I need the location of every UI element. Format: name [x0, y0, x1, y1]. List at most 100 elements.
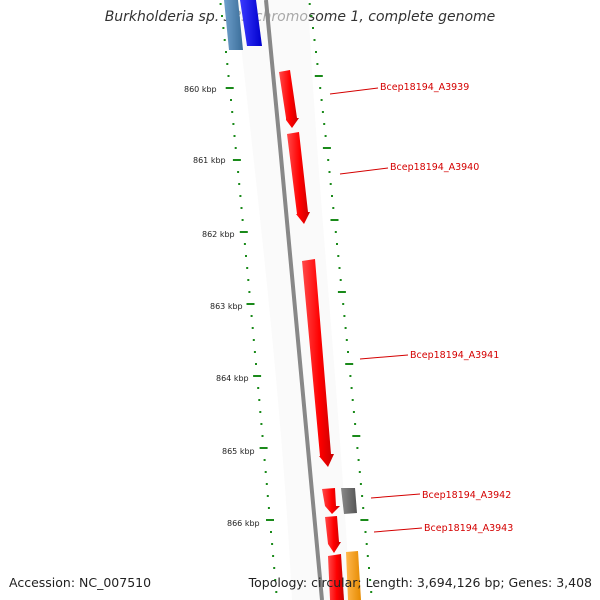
major-tick-mark: [352, 435, 361, 437]
minor-tick-dot: [366, 555, 369, 557]
minor-tick-dot: [321, 111, 324, 113]
minor-tick-dot: [315, 51, 317, 53]
gene-label-a3942: Bcep18194_A3942: [422, 490, 511, 501]
major-tick-mark: [239, 231, 248, 233]
minor-tick-dot: [329, 183, 332, 185]
minor-tick-dot: [274, 579, 277, 581]
gene-arrow-a3940: [287, 132, 310, 224]
gene-steelblue-top: [224, 0, 243, 50]
minor-tick-dot: [261, 435, 264, 437]
minor-tick-dot: [359, 483, 362, 485]
minor-tick-dot: [332, 207, 335, 209]
gene-arrow-a3941: [302, 259, 334, 467]
minor-tick-dot: [219, 3, 222, 5]
minor-tick-dot: [364, 531, 367, 533]
major-tick-mark: [345, 363, 354, 365]
minor-tick-dot: [349, 375, 352, 377]
minor-tick-dot: [320, 99, 323, 101]
minor-tick-dot: [344, 327, 347, 329]
minor-tick-dot: [336, 243, 338, 245]
minor-tick-dot: [308, 3, 311, 5]
tick-label-861: 861 kbp: [193, 156, 226, 165]
tick-group: 860 kbp 861 kbp 862 kbp 863 kbp 864 kbp …: [184, 85, 260, 528]
gene-orange-bottom: [346, 551, 361, 600]
minor-tick-dot: [253, 351, 256, 353]
minor-tick-dot: [247, 279, 250, 281]
minor-tick-dot: [368, 567, 370, 569]
minor-tick-dot: [347, 351, 349, 353]
accession-text: Accession: NC_007510: [9, 575, 152, 590]
minor-tick-dot: [266, 495, 269, 497]
major-tick-mark: [232, 159, 241, 161]
gene-blue-top: [240, 0, 262, 46]
minor-tick-dot: [370, 591, 373, 593]
minor-tick-dot: [358, 471, 361, 473]
minor-tick-dot: [271, 543, 274, 545]
minor-tick-dot: [351, 399, 354, 401]
major-tick-mark: [330, 219, 339, 221]
minor-tick-dot: [234, 147, 237, 149]
minor-tick-dot: [338, 267, 341, 269]
minor-tick-dot: [313, 39, 316, 41]
minor-tick-dot: [222, 27, 225, 29]
right-dotted-guide: [308, 3, 373, 593]
minor-tick-dot: [327, 159, 330, 161]
major-tick-mark: [225, 87, 234, 89]
minor-tick-dot: [319, 87, 322, 89]
tick-label-862: 862 kbp: [202, 230, 235, 239]
minor-tick-dot: [243, 243, 246, 245]
minor-tick-dot: [312, 27, 314, 29]
tick-label-865: 865 kbp: [222, 447, 255, 456]
minor-tick-dot: [226, 63, 229, 65]
minor-tick-dot: [356, 447, 359, 449]
gene-label-a3943: Bcep18194_A3943: [424, 523, 513, 534]
leader-line-a3940: [339, 167, 389, 175]
major-tick-mark: [314, 75, 323, 77]
minor-tick-dot: [328, 171, 331, 173]
major-tick-mark: [253, 375, 262, 377]
gene-gray-a3942-right: [341, 488, 357, 514]
tick-label-860: 860 kbp: [184, 85, 217, 94]
gene-label-a3940: Bcep18194_A3940: [390, 162, 479, 173]
gene-arrow-a3939: [279, 70, 299, 128]
minor-tick-dot: [267, 507, 270, 509]
minor-tick-dot: [231, 111, 234, 113]
minor-tick-dot: [345, 339, 348, 341]
minor-tick-dot: [240, 207, 243, 209]
gene-label-a3941: Bcep18194_A3941: [410, 350, 499, 361]
minor-tick-dot: [259, 411, 262, 413]
major-tick-mark: [259, 447, 268, 449]
leader-line-a3941: [359, 354, 409, 360]
major-tick-mark: [266, 519, 274, 521]
minor-tick-dot: [257, 387, 260, 389]
backbone-line: [264, 0, 324, 600]
minor-tick-dot: [339, 279, 342, 281]
minor-tick-dot: [238, 183, 241, 185]
minor-tick-dot: [230, 99, 232, 101]
minor-tick-dot: [251, 327, 254, 329]
minor-tick-dot: [273, 567, 276, 569]
minor-tick-dot: [241, 219, 244, 221]
minor-tick-dot: [343, 315, 346, 317]
left-dotted-guide: [219, 3, 278, 593]
minor-tick-dot: [354, 423, 357, 425]
minor-tick-dot: [223, 39, 226, 41]
leader-line-a3939: [329, 87, 379, 95]
minor-tick-dot: [270, 531, 272, 533]
minor-tick-dot: [316, 63, 319, 65]
minor-tick-dot: [265, 483, 268, 485]
tick-label-866: 866 kbp: [227, 519, 260, 528]
minor-tick-dot: [361, 495, 364, 497]
gene-red-bottom: [328, 554, 344, 600]
minor-tick-dot: [323, 123, 326, 125]
minor-tick-dot: [245, 255, 247, 257]
tick-label-864: 864 kbp: [216, 374, 249, 383]
minor-tick-dot: [324, 135, 327, 137]
minor-tick-dot: [350, 387, 353, 389]
minor-tick-dot: [232, 123, 235, 125]
minor-tick-dot: [248, 291, 251, 293]
minor-tick-dot: [357, 459, 360, 461]
minor-tick-dot: [246, 267, 249, 269]
tick-label-863: 863 kbp: [210, 302, 243, 311]
minor-tick-dot: [263, 459, 266, 461]
